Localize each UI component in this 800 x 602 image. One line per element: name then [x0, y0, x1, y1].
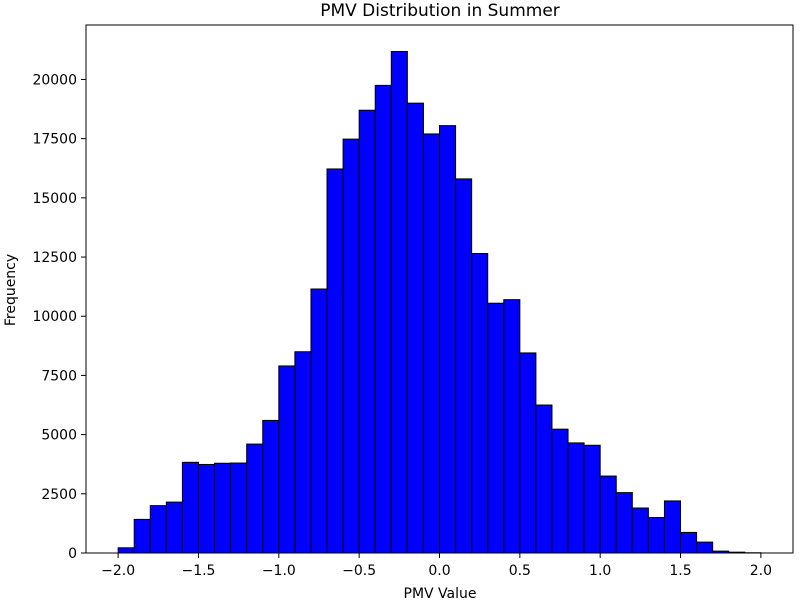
histogram-bar — [326, 168, 344, 554]
x-tick-label: 2.0 — [750, 563, 772, 579]
histogram-bar — [615, 492, 633, 554]
histogram-bar — [647, 516, 665, 554]
x-axis-ticks: −2.0 −1.5 −1.0 −0.5 0.0 0.5 1.0 1.5 2.0 — [101, 553, 772, 579]
x-tick-label: −1.5 — [181, 563, 215, 579]
histogram-bar — [214, 462, 232, 554]
histogram-bar — [278, 365, 296, 554]
histogram-bar — [455, 178, 473, 554]
histogram-bar — [246, 443, 264, 554]
histogram-bar — [519, 352, 537, 554]
x-tick-label: 0.5 — [509, 563, 531, 579]
histogram-bar — [181, 461, 199, 554]
histogram-bar — [631, 507, 649, 554]
x-tick-label: −1.0 — [262, 563, 296, 579]
chart-title: PMV Distribution in Summer — [320, 1, 560, 21]
histogram-bar — [567, 442, 585, 554]
y-axis-ticks: 0 2500 5000 7500 10000 12500 15000 17500 20000 — [32, 72, 86, 562]
histogram-bar — [133, 518, 151, 554]
histogram-bar — [117, 547, 135, 554]
histogram-bar — [197, 463, 216, 554]
histogram-bar — [149, 505, 167, 554]
histogram-bar — [696, 541, 714, 554]
histogram-bar — [583, 444, 601, 554]
y-tick-label: 15000 — [32, 191, 77, 207]
y-tick-label: 7500 — [41, 368, 77, 384]
histogram-bar — [406, 102, 424, 554]
histogram-bar — [230, 462, 248, 554]
y-tick-label: 10000 — [32, 309, 77, 325]
histogram-bar — [551, 428, 569, 554]
x-tick-label: 1.0 — [589, 563, 611, 579]
y-tick-label: 12500 — [32, 250, 77, 266]
histogram-bar — [599, 475, 617, 554]
histogram-bar — [390, 51, 408, 554]
histogram-bars — [117, 51, 762, 554]
histogram-bar — [358, 109, 376, 554]
histogram-bar — [165, 501, 183, 554]
x-tick-label: −2.0 — [101, 563, 135, 579]
histogram-bar — [262, 419, 280, 554]
histogram-bar — [439, 125, 457, 554]
y-axis-label: Frequency — [3, 254, 19, 326]
histogram-bar — [310, 288, 328, 554]
y-tick-label: 20000 — [32, 72, 77, 88]
histogram-bar — [680, 531, 698, 554]
histogram-bar — [487, 302, 505, 554]
histogram-bar — [471, 252, 489, 554]
x-axis-label: PMV Value — [404, 586, 477, 602]
y-tick-label: 5000 — [41, 428, 77, 444]
histogram-bar — [342, 138, 360, 554]
x-tick-label: 0.0 — [428, 563, 450, 579]
histogram-bar — [535, 404, 553, 554]
y-tick-label: 0 — [68, 546, 77, 562]
y-tick-label: 2500 — [41, 487, 77, 503]
histogram-bar — [503, 299, 521, 554]
histogram-bar — [374, 84, 392, 554]
histogram-bar — [294, 351, 312, 554]
histogram-bar — [663, 500, 682, 554]
y-tick-label: 17500 — [32, 132, 77, 148]
x-tick-label: −0.5 — [342, 563, 376, 579]
x-tick-label: 1.5 — [669, 563, 691, 579]
histogram-bar — [422, 133, 441, 554]
